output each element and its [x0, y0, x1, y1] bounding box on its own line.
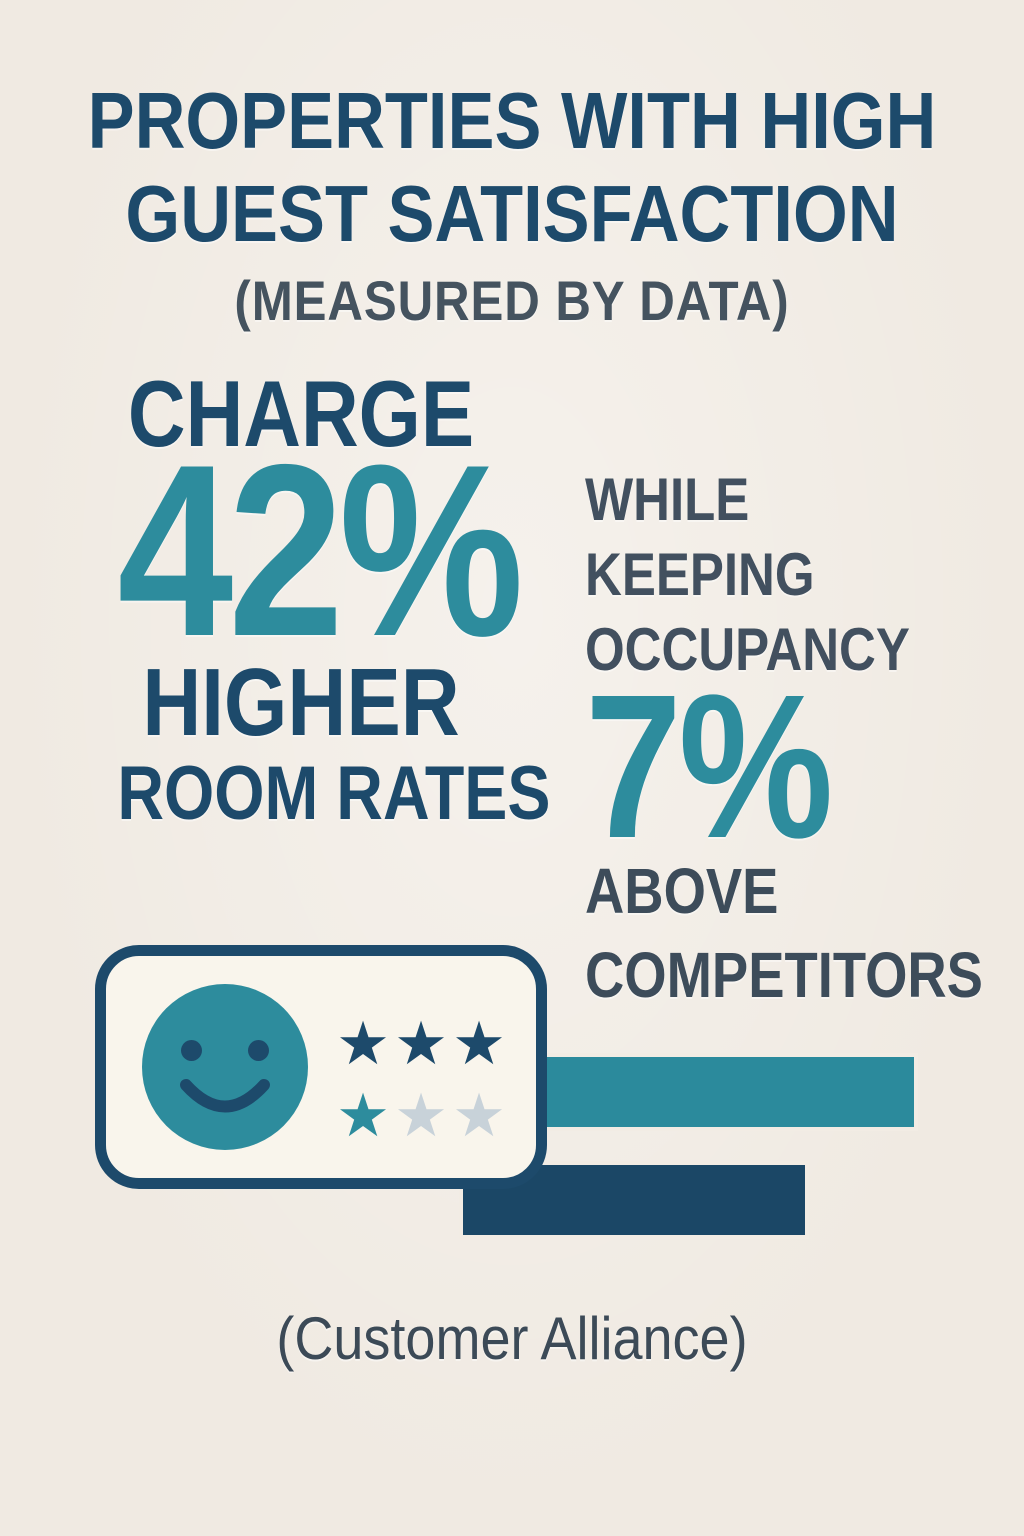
star-icon: ★: [452, 1081, 506, 1151]
page-title: PROPERTIES WITH HIGH GUEST SATISFACTION: [61, 74, 962, 260]
stat-right-outro: ABOVE COMPETITORS: [585, 849, 983, 1017]
stat-left-desc-line1: HIGHER: [142, 649, 460, 756]
stat-right-outro-line1: ABOVE: [585, 855, 779, 927]
stat-right-outro-line2: COMPETITORS: [585, 939, 983, 1011]
decorative-bar-teal: [480, 1057, 914, 1127]
rating-badge-card: ★ ★ ★ ★ ★ ★: [95, 945, 547, 1189]
stat-right-value: 7%: [585, 652, 833, 881]
smiley-right-eye: [248, 1040, 269, 1061]
stat-left-column: CHARGE 42% HIGHER ROOM RATES: [117, 0, 551, 1536]
star-rating-grid: ★ ★ ★ ★ ★ ★: [334, 1014, 508, 1146]
star-icon: ★: [394, 1009, 448, 1079]
smiley-smile-arc: [180, 1079, 270, 1113]
stat-right-intro-line2: KEEPING: [585, 541, 815, 608]
title-line-1: PROPERTIES WITH HIGH: [87, 76, 937, 165]
subtitle: (MEASURED BY DATA): [234, 269, 790, 332]
source-caption: (Customer Alliance): [276, 1305, 748, 1372]
stat-left-lead: CHARGE: [127, 361, 475, 466]
stat-left-value: 42%: [117, 413, 524, 687]
star-icon: ★: [336, 1081, 390, 1151]
smiley-left-eye: [181, 1040, 202, 1061]
stat-right-intro: WHILE KEEPING OCCUPANCY: [585, 462, 910, 687]
stat-right-intro-line1: WHILE: [585, 466, 750, 533]
stat-left-desc-line2: ROOM RATES: [117, 751, 551, 836]
star-icon: ★: [336, 1009, 390, 1079]
star-icon: ★: [452, 1009, 506, 1079]
stat-right-column: WHILE KEEPING OCCUPANCY 7% ABOVE COMPETI…: [585, 0, 983, 1536]
smiley-face-icon: [142, 984, 308, 1150]
title-line-2: GUEST SATISFACTION: [125, 169, 899, 258]
star-icon: ★: [394, 1081, 448, 1151]
stat-right-intro-line3: OCCUPANCY: [585, 616, 910, 683]
